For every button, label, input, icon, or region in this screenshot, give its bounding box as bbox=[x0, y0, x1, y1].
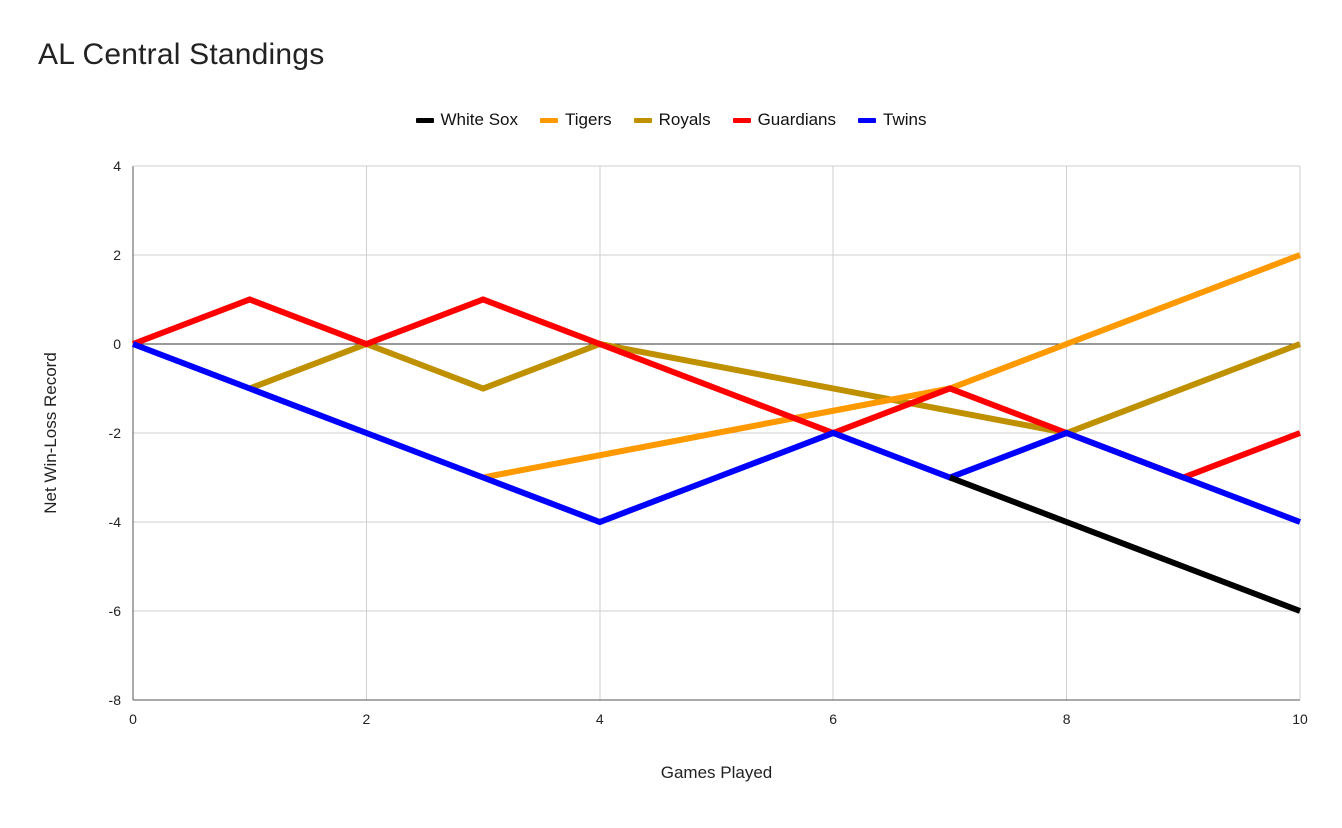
x-axis-tick-label: 6 bbox=[829, 711, 837, 727]
legend-item-label: Twins bbox=[883, 110, 927, 129]
legend-item-label: Royals bbox=[658, 110, 711, 129]
y-axis-tick-label: 2 bbox=[113, 247, 121, 263]
legend-item-white-sox[interactable]: White Sox bbox=[415, 110, 518, 130]
x-axis-tick-label: 8 bbox=[1063, 711, 1071, 727]
legend-item-label: White Sox bbox=[440, 110, 518, 129]
y-axis-tick-label: -2 bbox=[109, 425, 122, 441]
y-axis-tick-label: 0 bbox=[113, 336, 121, 352]
legend-item-label: Guardians bbox=[757, 110, 837, 129]
series-line-guardians[interactable] bbox=[131, 296, 1302, 481]
legend-item-royals[interactable]: Royals bbox=[633, 110, 711, 130]
series-line-white-sox[interactable] bbox=[948, 474, 1302, 614]
y-axis-tick-label: -8 bbox=[109, 692, 122, 708]
chart-title: AL Central Standings bbox=[38, 38, 325, 71]
series-line-twins[interactable] bbox=[131, 341, 1302, 526]
legend-item-guardians[interactable]: Guardians bbox=[732, 110, 837, 130]
series-line-tigers[interactable] bbox=[482, 252, 1302, 481]
x-axis-tick-label: 10 bbox=[1292, 711, 1308, 727]
legend-swatch-icon bbox=[732, 117, 751, 123]
x-axis-tick-label: 2 bbox=[363, 711, 371, 727]
legend-item-label: Tigers bbox=[565, 110, 612, 129]
chart-legend: White Sox Tigers Royals Guardians Twins bbox=[0, 110, 1342, 130]
legend-swatch-icon bbox=[540, 117, 558, 123]
x-axis-tick-label: 4 bbox=[596, 711, 604, 727]
legend-item-tigers[interactable]: Tigers bbox=[540, 110, 612, 130]
x-axis-title: Games Played bbox=[661, 763, 773, 782]
y-axis-tick-label: 4 bbox=[113, 158, 121, 174]
legend-item-twins[interactable]: Twins bbox=[858, 110, 926, 130]
y-axis-tick-label: -4 bbox=[109, 514, 122, 530]
legend-swatch-icon bbox=[633, 117, 652, 123]
x-axis-tick-label: 0 bbox=[129, 711, 137, 727]
y-axis-tick-label: -6 bbox=[109, 603, 122, 619]
y-axis-title: Net Win-Loss Record bbox=[41, 352, 60, 514]
legend-swatch-icon bbox=[415, 117, 434, 123]
legend-swatch-icon bbox=[858, 117, 877, 123]
